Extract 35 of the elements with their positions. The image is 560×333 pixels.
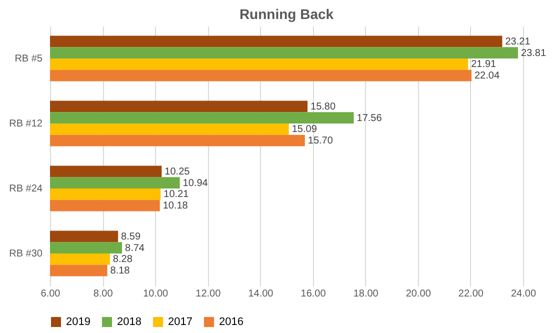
data-label: 23.81 xyxy=(521,48,546,59)
data-label: 15.80 xyxy=(310,101,336,112)
data-label: 10.21 xyxy=(164,189,190,200)
legend-label: 2019 xyxy=(66,316,90,328)
data-label: 15.70 xyxy=(308,136,334,147)
x-tick-label: 20.00 xyxy=(406,288,432,300)
data-label: 23.21 xyxy=(505,36,531,48)
legend-label: 2016 xyxy=(219,316,244,328)
y-tick-label: RB #30 xyxy=(9,248,43,260)
legend-label: 2017 xyxy=(168,316,192,328)
x-tick-label: 12.00 xyxy=(196,288,222,300)
x-tick-label: 14.00 xyxy=(248,288,274,300)
data-label: 22.04 xyxy=(474,70,500,82)
data-label: 10.18 xyxy=(162,200,188,212)
x-tick-label: 24.00 xyxy=(510,288,536,300)
data-label: 8.59 xyxy=(121,231,141,242)
x-tick-label: 8.00 xyxy=(93,288,114,300)
data-label: 10.25 xyxy=(164,166,190,178)
y-tick-label: RB #24 xyxy=(9,184,43,194)
legend-label: 2018 xyxy=(117,316,142,328)
x-tick-label: 6.00 xyxy=(40,288,61,300)
x-tick-label: 22.00 xyxy=(458,288,484,300)
y-tick-label: RB #12 xyxy=(9,118,43,130)
chart-title: Running Back xyxy=(239,6,334,22)
y-tick-label: RB #5 xyxy=(14,54,43,64)
data-label: 8.18 xyxy=(110,266,130,277)
x-tick-label: 10.00 xyxy=(143,288,169,300)
data-label: 15.09 xyxy=(292,124,318,136)
data-label: 8.74 xyxy=(125,242,145,254)
data-label: 8.28 xyxy=(112,254,133,266)
x-tick-label: 16.00 xyxy=(300,288,326,300)
data-label: 21.91 xyxy=(471,59,497,70)
data-label: 17.56 xyxy=(356,112,382,124)
data-label: 10.94 xyxy=(182,178,208,189)
x-tick-label: 18.00 xyxy=(353,288,379,300)
